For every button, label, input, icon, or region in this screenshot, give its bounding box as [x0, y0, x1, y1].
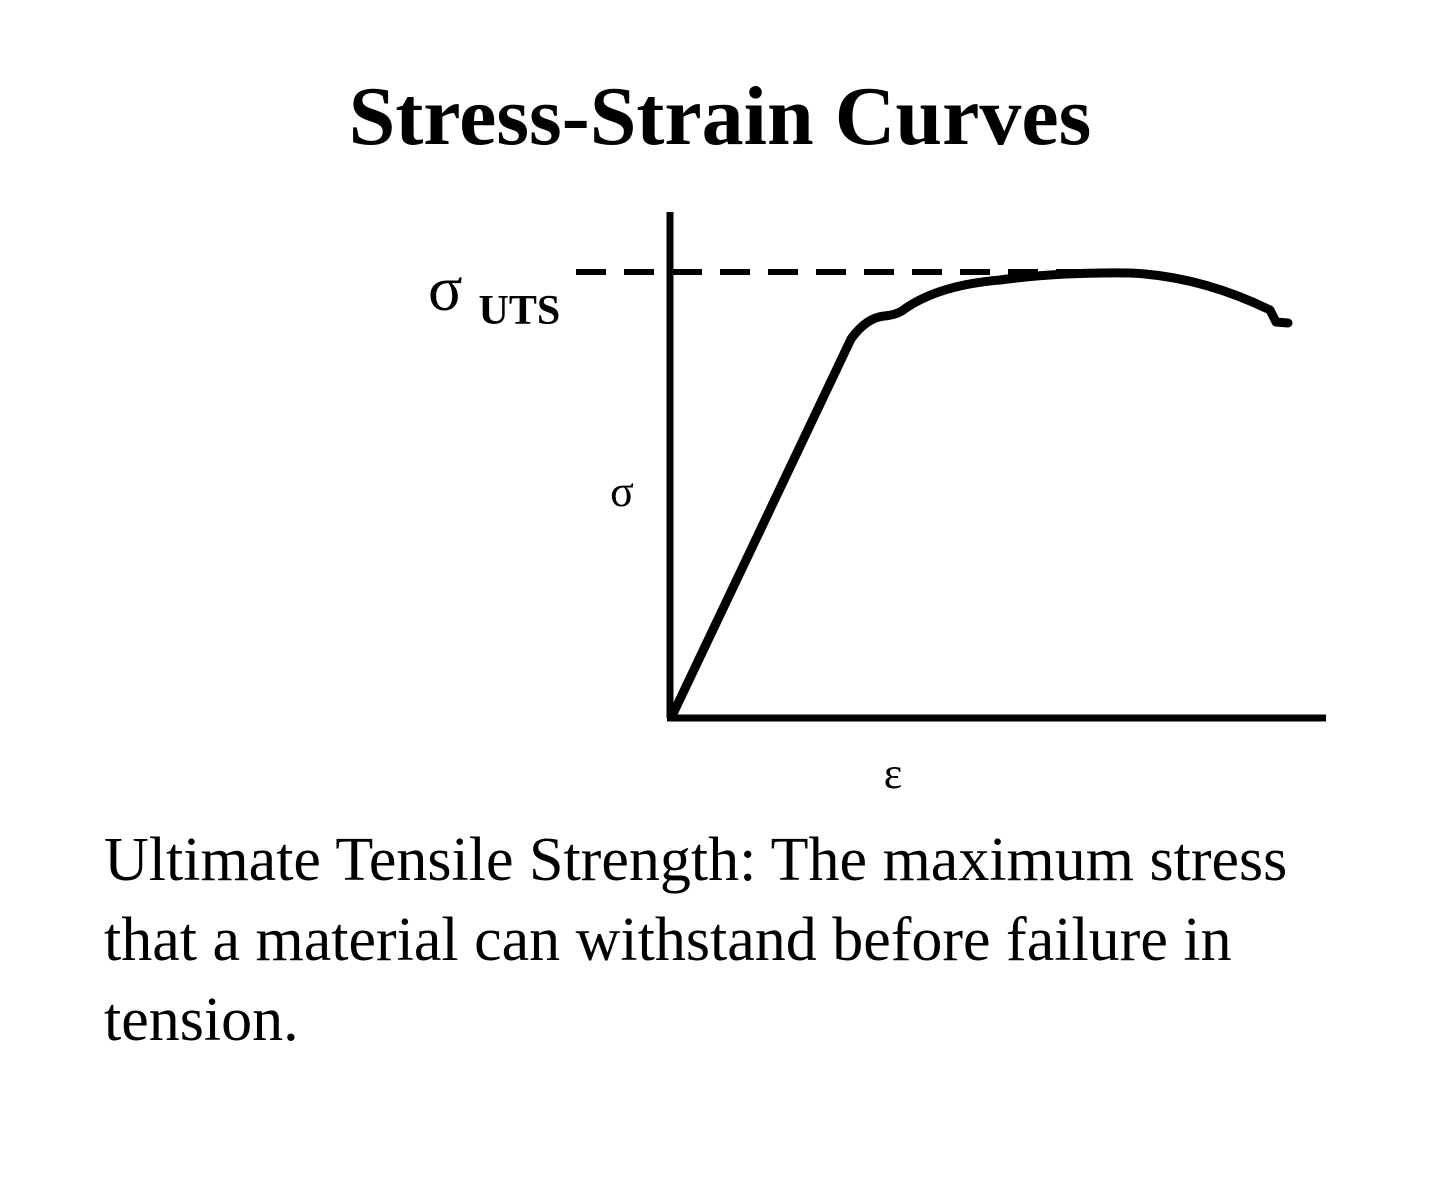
- uts-definition: Ultimate Tensile Strength: The maximum s…: [104, 826, 1288, 1054]
- x-axis-label: ε: [884, 749, 902, 798]
- uts-sigma: σ: [428, 253, 463, 324]
- y-axis-label: σ: [610, 467, 634, 516]
- uts-subscript: UTS: [479, 288, 561, 334]
- stress-strain-curve: [667, 268, 1293, 721]
- uts-label: σ UTS: [428, 253, 560, 334]
- diagram-title: Stress-Strain Curves: [348, 70, 1092, 163]
